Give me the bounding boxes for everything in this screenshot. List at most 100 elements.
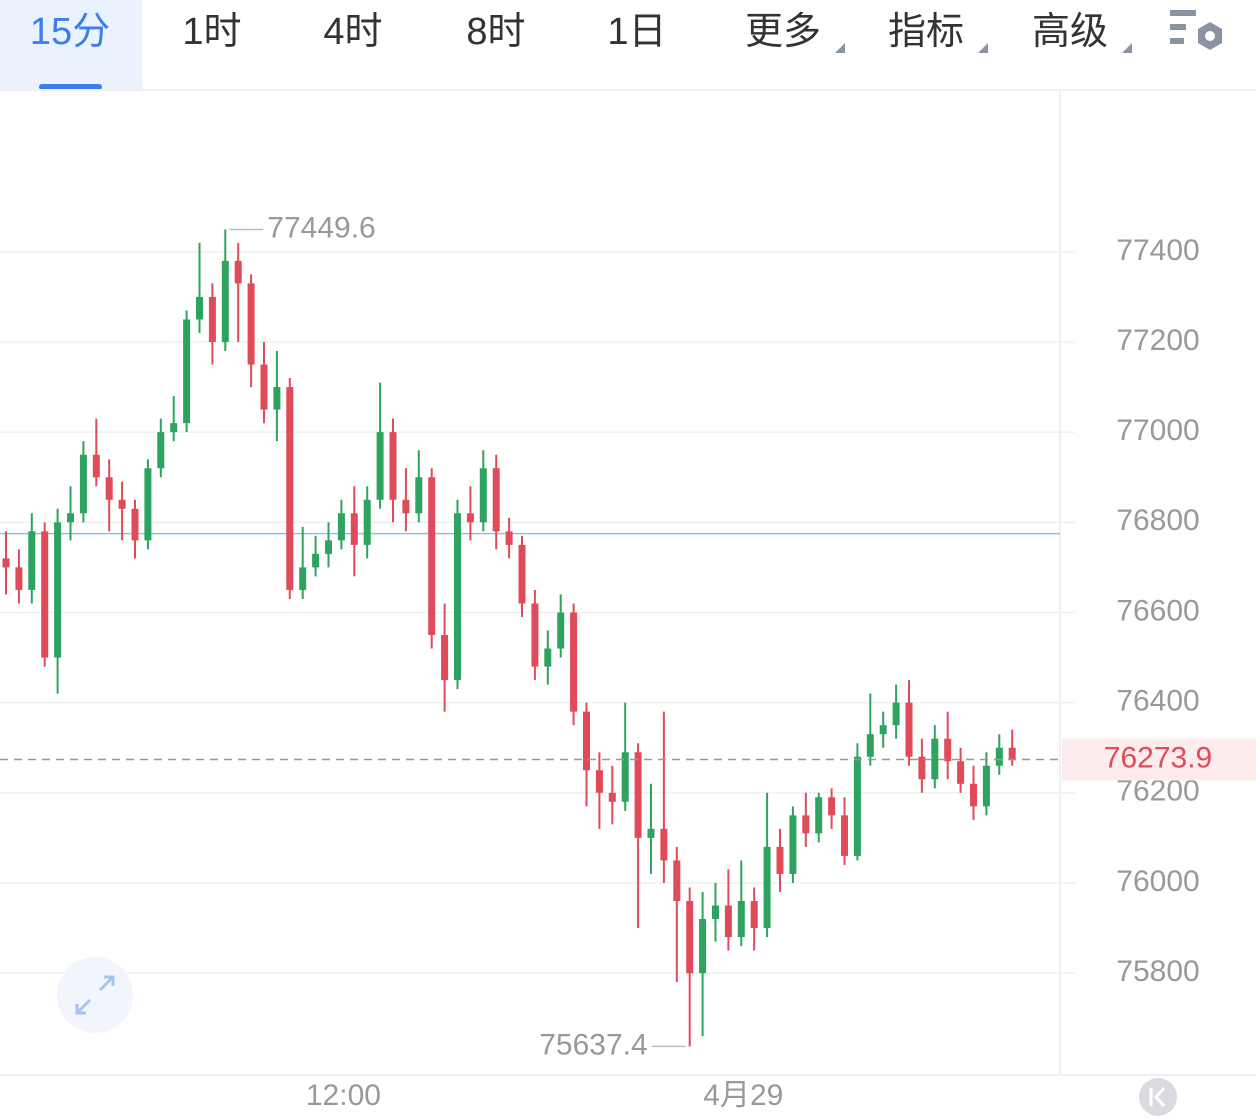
candle	[737, 860, 745, 947]
candle-body	[28, 531, 36, 590]
candle	[995, 734, 1003, 775]
y-tick-label: 76000	[1116, 865, 1199, 898]
candle	[892, 684, 900, 739]
candle-body	[712, 905, 719, 920]
candle	[131, 499, 139, 559]
y-tick-label: 76400	[1116, 685, 1199, 718]
candle	[312, 535, 320, 577]
tab-label: 1日	[607, 11, 666, 53]
candle	[479, 450, 487, 532]
candle	[595, 752, 603, 829]
expand-arrows	[75, 975, 115, 1015]
candle	[105, 459, 113, 532]
candle	[363, 486, 371, 559]
candle	[531, 589, 539, 681]
candle-body	[531, 603, 539, 667]
candle-body	[905, 702, 913, 757]
candle	[286, 378, 294, 599]
candle	[260, 341, 268, 424]
candle	[15, 549, 23, 604]
candle-body	[234, 260, 242, 284]
candle-body	[595, 770, 603, 793]
candle-body	[221, 260, 229, 342]
candle-body	[634, 752, 642, 838]
candle	[750, 887, 758, 951]
icon-bar	[1170, 24, 1186, 30]
y-tick-label: 77400	[1116, 234, 1199, 267]
candle	[337, 499, 345, 550]
candle-body	[118, 499, 126, 509]
tab[interactable]: 1时	[182, 11, 241, 53]
candle-body	[260, 364, 268, 410]
candle	[325, 522, 332, 568]
tab[interactable]: 4时	[323, 11, 382, 53]
candle-body	[415, 477, 423, 514]
candle-body	[273, 387, 281, 410]
candle	[454, 499, 461, 690]
tab-label: 8时	[466, 11, 525, 53]
candle-body	[853, 756, 861, 856]
candle-body	[995, 747, 1003, 766]
tab-bar: 15分 1时 4时 8时 1日 更多 指标 高级	[0, 0, 1132, 90]
candle	[544, 630, 552, 685]
candle-body	[931, 738, 939, 780]
candle-body	[737, 900, 745, 938]
candle-body	[982, 765, 990, 807]
tab-label: 4时	[323, 11, 382, 53]
tab[interactable]: 1日	[607, 11, 666, 53]
back-to-latest-button[interactable]	[1139, 1078, 1177, 1116]
candle	[647, 783, 655, 874]
tab[interactable]: 8时	[466, 11, 525, 53]
tab[interactable]: 更多	[745, 11, 845, 53]
candle	[67, 486, 74, 541]
candle	[273, 351, 281, 442]
candle	[608, 765, 616, 825]
candle	[505, 517, 513, 559]
candle	[466, 486, 474, 541]
candle-body	[144, 468, 152, 541]
candle-body	[970, 783, 977, 807]
dropdown-caret	[1122, 43, 1132, 53]
candle	[492, 454, 500, 550]
candle-body	[286, 387, 294, 590]
candle	[299, 526, 307, 599]
candle	[183, 310, 191, 433]
settings-icon[interactable]	[1170, 10, 1222, 50]
candle-body	[750, 900, 758, 929]
expand-button[interactable]	[57, 957, 133, 1033]
candle	[634, 743, 642, 929]
max-label: 77449.6	[267, 211, 375, 244]
dropdown-caret	[835, 43, 845, 53]
min-label: 75637.4	[539, 1028, 647, 1061]
candle-body	[673, 860, 681, 901]
candle-body	[428, 477, 436, 636]
candle-body	[544, 648, 552, 667]
candle	[196, 242, 203, 333]
candle-body	[647, 828, 655, 838]
candle-body	[92, 454, 100, 478]
button-bg	[57, 957, 133, 1033]
candle	[79, 441, 87, 523]
candle-body	[350, 513, 358, 545]
candle	[441, 603, 449, 712]
y-tick-label: 77000	[1116, 414, 1199, 447]
candle-body	[15, 567, 23, 590]
tab[interactable]: 15分	[0, 0, 142, 90]
candle-body	[699, 919, 707, 974]
tab[interactable]: 指标	[888, 11, 988, 53]
candle	[763, 792, 771, 938]
candle	[828, 788, 836, 829]
tab[interactable]: 高级	[1032, 11, 1132, 53]
candle-body	[518, 544, 526, 604]
candle	[583, 702, 590, 807]
candle-body	[157, 432, 165, 469]
candle-body	[583, 711, 590, 771]
candle-body	[1008, 747, 1016, 760]
candle	[944, 711, 952, 780]
candle	[247, 274, 255, 388]
button-glyph	[1149, 1087, 1166, 1107]
candle-body	[557, 612, 565, 649]
candle-body	[183, 319, 191, 424]
candle-body	[402, 499, 410, 514]
